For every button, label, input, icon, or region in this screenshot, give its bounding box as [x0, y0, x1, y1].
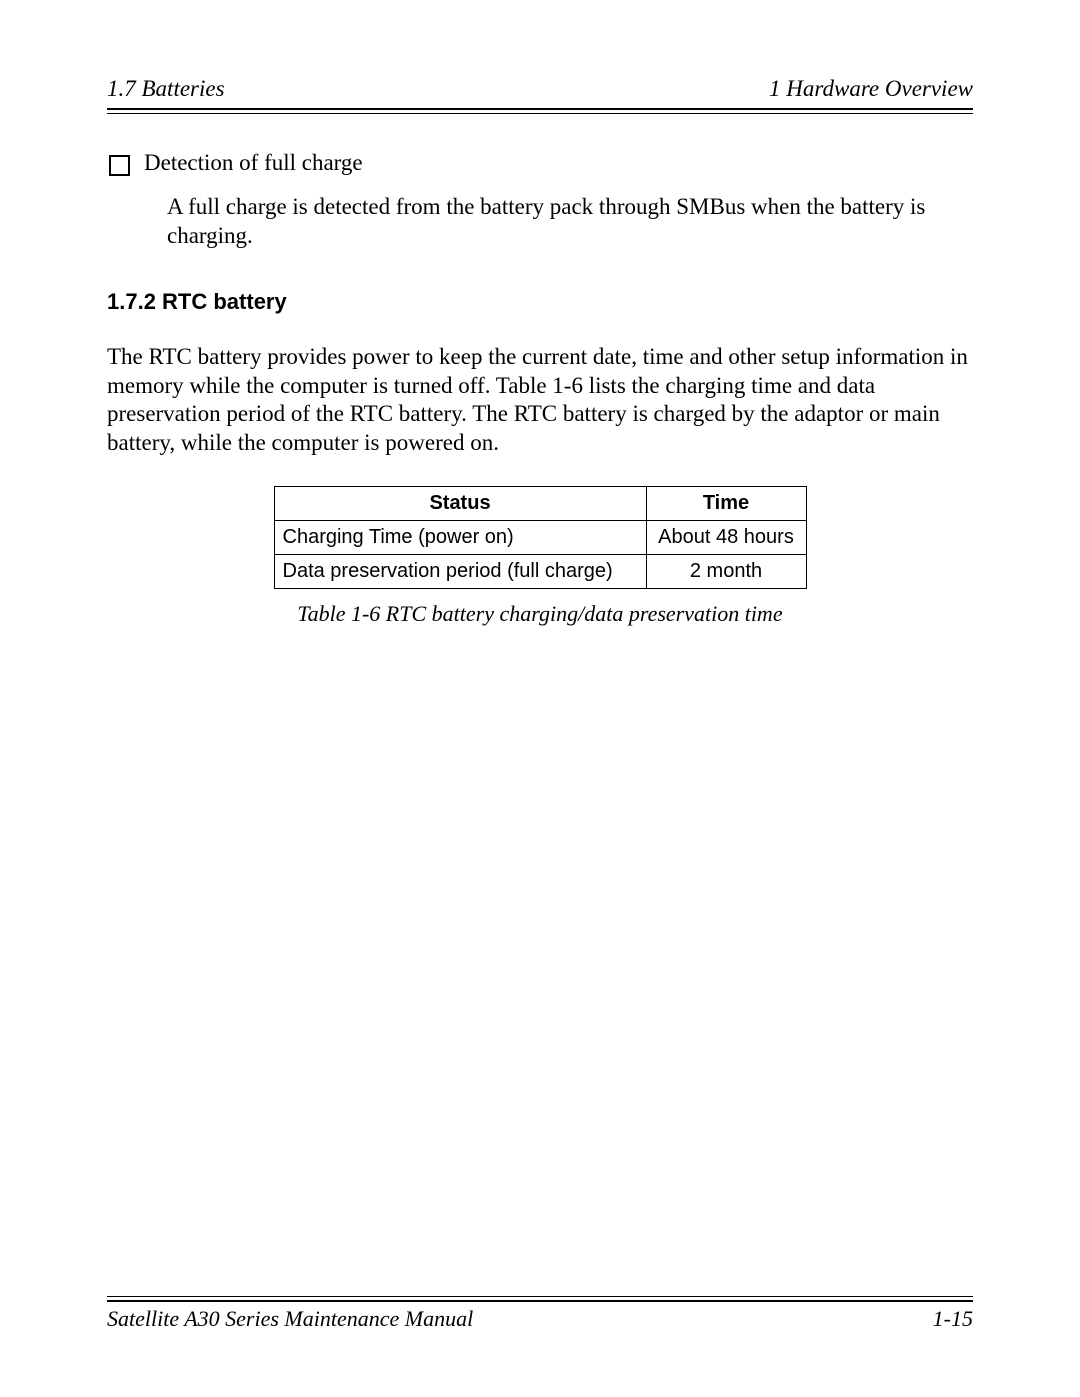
- page: 1.7 Batteries 1 Hardware Overview Detect…: [0, 0, 1080, 1397]
- section-heading: 1.7.2 RTC battery: [107, 289, 973, 315]
- table-header-cell: Status: [274, 486, 646, 520]
- table-row: Data preservation period (full charge) 2…: [274, 554, 806, 588]
- footer-rule-thin: [107, 1296, 973, 1297]
- table-container: Status Time Charging Time (power on) Abo…: [107, 486, 973, 627]
- footer-right: 1-15: [933, 1306, 973, 1332]
- table-header-cell: Time: [646, 486, 806, 520]
- running-footer: Satellite A30 Series Maintenance Manual …: [107, 1296, 973, 1332]
- table-cell: 2 month: [646, 554, 806, 588]
- header-right: 1 Hardware Overview: [769, 76, 973, 102]
- footer-row: Satellite A30 Series Maintenance Manual …: [107, 1306, 973, 1332]
- table-header-row: Status Time: [274, 486, 806, 520]
- table-row: Charging Time (power on) About 48 hours: [274, 520, 806, 554]
- bullet-item: Detection of full charge: [107, 150, 973, 176]
- running-header: 1.7 Batteries 1 Hardware Overview: [107, 76, 973, 110]
- header-rule: [107, 113, 973, 114]
- table-cell: Data preservation period (full charge): [274, 554, 646, 588]
- bullet-label: Detection of full charge: [144, 150, 363, 176]
- footer-left: Satellite A30 Series Maintenance Manual: [107, 1306, 473, 1332]
- bullet-body: A full charge is detected from the batte…: [167, 192, 973, 251]
- checkbox-icon: [109, 155, 130, 176]
- header-left: 1.7 Batteries: [107, 76, 225, 102]
- table-cell: Charging Time (power on): [274, 520, 646, 554]
- footer-rule-thick: [107, 1300, 973, 1302]
- body-paragraph: The RTC battery provides power to keep t…: [107, 343, 973, 458]
- table-caption: Table 1-6 RTC battery charging/data pres…: [297, 601, 782, 627]
- table-cell: About 48 hours: [646, 520, 806, 554]
- rtc-table: Status Time Charging Time (power on) Abo…: [274, 486, 807, 589]
